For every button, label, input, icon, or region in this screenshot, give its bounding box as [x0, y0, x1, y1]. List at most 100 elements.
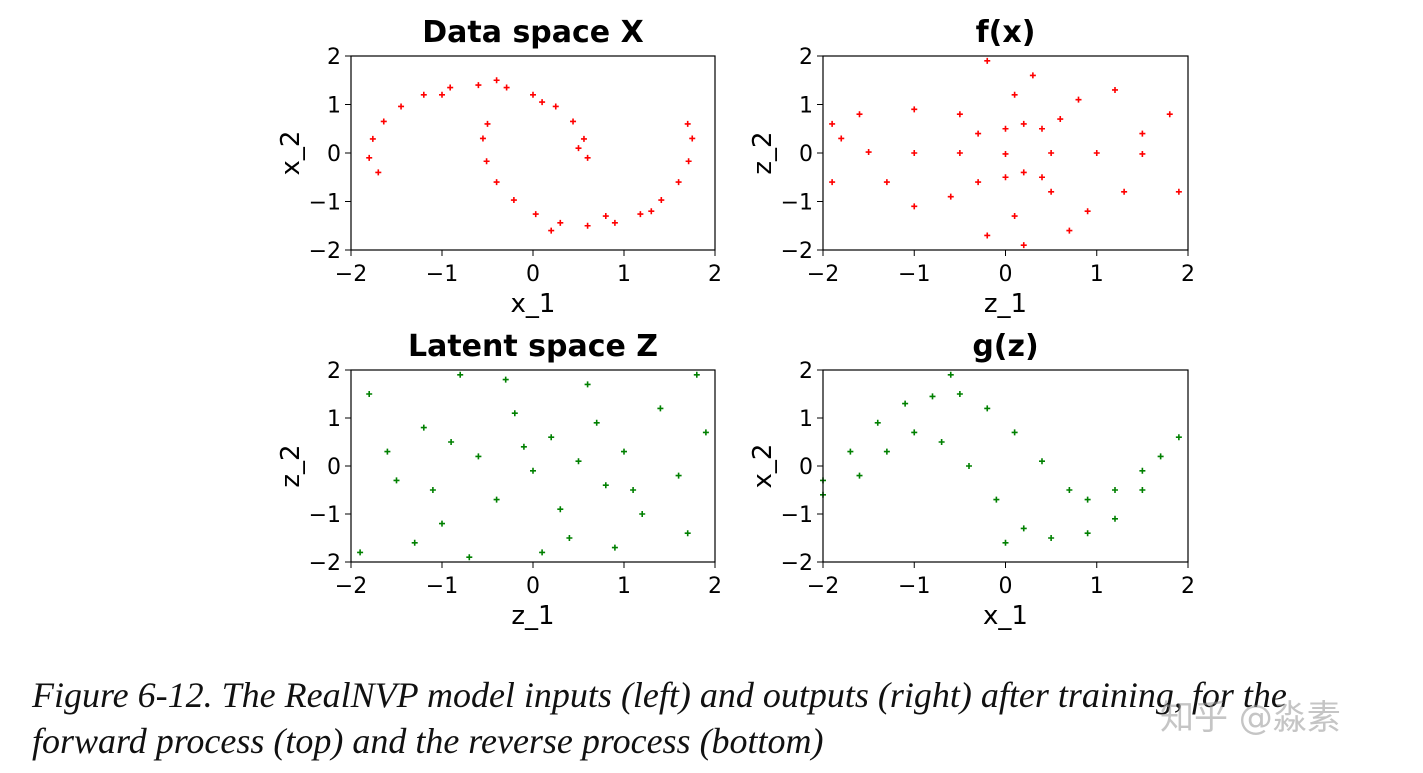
- scatter-point: [689, 135, 696, 142]
- scatter-point: [557, 506, 564, 513]
- scatter-point: [1175, 434, 1182, 441]
- scatter-point: [856, 111, 863, 118]
- scatter-point: [675, 179, 682, 186]
- scatter-point: [911, 106, 918, 113]
- scatter-point: [1139, 487, 1146, 493]
- x-tick-label: 2: [708, 574, 722, 599]
- scatter-point: [483, 158, 490, 165]
- scatter-point: [493, 496, 500, 503]
- y-tick-label: −1: [309, 191, 341, 216]
- scatter-point: [420, 91, 427, 98]
- x-tick-label: 2: [1181, 262, 1195, 287]
- scatter-point: [552, 103, 559, 110]
- figure-caption: Figure 6-12. The RealNVP model inputs (l…: [32, 672, 1422, 764]
- y-tick-label: 1: [327, 94, 341, 119]
- scatter-point: [1112, 86, 1118, 93]
- scatter-point: [911, 203, 918, 210]
- scatter-point: [657, 405, 664, 412]
- scatter-point: [838, 135, 845, 142]
- scatter-point: [380, 118, 387, 125]
- scatter-point: [475, 453, 482, 460]
- scatter-point: [1093, 150, 1100, 156]
- scatter-point: [429, 487, 436, 493]
- scatter-point: [829, 179, 836, 186]
- scatter-point: [938, 439, 945, 445]
- scatter-point: [575, 145, 582, 152]
- scatter-point: [975, 130, 982, 137]
- scatter-point: [984, 405, 991, 412]
- scatter-point: [829, 120, 836, 127]
- scatter-point: [398, 103, 405, 110]
- scatter-point: [874, 419, 881, 426]
- scatter-point: [902, 400, 909, 407]
- axes-frame: [350, 369, 716, 563]
- scatter-point: [493, 77, 500, 84]
- scatter-point: [1139, 130, 1146, 137]
- scatter-point: [557, 219, 564, 226]
- scatter-point: [493, 179, 500, 186]
- scatter-point: [393, 477, 400, 484]
- panel-title: Data space X: [422, 15, 643, 50]
- scatter-point: [984, 232, 991, 239]
- scatter-point: [457, 371, 464, 378]
- y-tick-label: 0: [799, 455, 813, 480]
- scatter-point: [502, 376, 509, 383]
- scatter-point: [1048, 188, 1055, 195]
- scatter-point: [856, 472, 863, 479]
- scatter-point: [479, 135, 486, 142]
- scatter-point: [911, 150, 918, 156]
- y-tick-label: −2: [781, 551, 813, 576]
- x-tick-label: 0: [999, 574, 1013, 599]
- y-axis-label: z_2: [748, 131, 778, 174]
- panel-title: Latent space Z: [408, 329, 658, 364]
- scatter-point: [439, 91, 445, 98]
- scatter-point: [630, 487, 637, 493]
- scatter-point: [693, 371, 700, 378]
- scatter-point: [637, 211, 644, 218]
- y-tick-label: 1: [799, 407, 813, 432]
- scatter-point: [1002, 539, 1009, 546]
- panel-title: g(z): [972, 329, 1038, 364]
- scatter-point: [369, 135, 376, 142]
- scatter-point: [584, 381, 591, 388]
- scatter-point: [611, 544, 618, 551]
- y-tick-label: 1: [799, 94, 813, 119]
- scatter-point: [475, 82, 482, 89]
- scatter-point: [675, 472, 682, 479]
- scatter-point: [584, 154, 591, 161]
- panel-title: f(x): [976, 15, 1036, 50]
- scatter-point: [447, 84, 454, 91]
- scatter-point: [929, 393, 936, 400]
- x-tick-label: −2: [807, 262, 839, 287]
- scatter-point: [1011, 213, 1018, 220]
- x-tick-label: 1: [617, 574, 631, 599]
- x-tick-label: 0: [526, 262, 540, 287]
- y-tick-label: 2: [327, 359, 341, 384]
- x-tick-label: 0: [526, 574, 540, 599]
- x-tick-label: 1: [617, 262, 631, 287]
- x-axis-label: z_1: [511, 601, 554, 631]
- caption-line-1: Figure 6-12. The RealNVP model inputs (l…: [32, 675, 1287, 715]
- scatter-point: [984, 57, 991, 64]
- scatter-point: [570, 118, 577, 125]
- scatter-point: [510, 197, 517, 204]
- scatter-point: [1066, 227, 1073, 234]
- x-tick-label: −1: [898, 574, 930, 599]
- scatter-point: [1175, 188, 1182, 195]
- scatter-point: [366, 391, 373, 397]
- scatter-point: [611, 219, 618, 226]
- scatter-point: [1166, 111, 1173, 118]
- scatter-point: [1029, 72, 1036, 79]
- x-tick-label: −2: [335, 574, 367, 599]
- scatter-point: [639, 511, 646, 517]
- panel-3: −2 −1 0 1 2 −2 −1 0 1 2 Latent space Z z_1 z_2: [276, 329, 722, 631]
- scatter-point: [1020, 242, 1027, 249]
- x-tick-label: 2: [708, 262, 722, 287]
- scatter-point: [548, 227, 555, 234]
- scatter-point: [1048, 150, 1055, 156]
- y-axis-label: x_2: [748, 444, 778, 489]
- scatter-point: [375, 169, 382, 176]
- scatter-point: [575, 458, 582, 465]
- scatter-point: [1039, 174, 1045, 181]
